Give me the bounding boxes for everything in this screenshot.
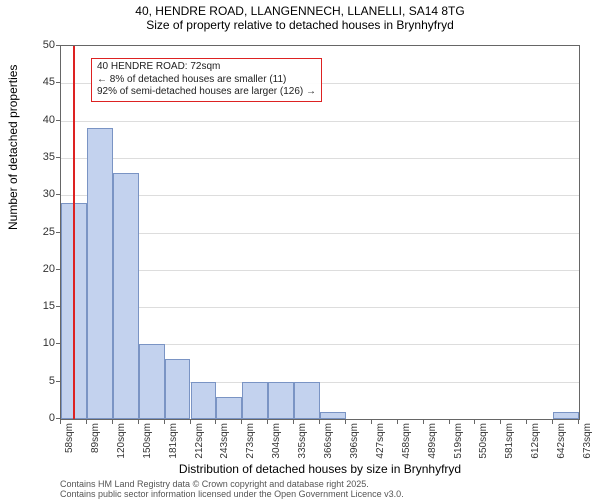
y-tick-label: 50 xyxy=(25,39,55,51)
footer: Contains HM Land Registry data © Crown c… xyxy=(60,480,404,500)
x-tick-mark xyxy=(293,420,294,424)
annotation-line-3: 92% of semi-detached houses are larger (… xyxy=(97,86,316,99)
x-tick-mark xyxy=(397,420,398,424)
y-tick-label: 45 xyxy=(25,76,55,88)
footer-line-2: Contains public sector information licen… xyxy=(60,490,404,500)
x-tick-mark xyxy=(215,420,216,424)
y-tick-label: 15 xyxy=(25,300,55,312)
histogram-bar xyxy=(191,382,217,419)
histogram-bar xyxy=(553,412,579,419)
x-tick-label: 273sqm xyxy=(245,423,256,459)
x-tick-mark xyxy=(267,420,268,424)
marker-line xyxy=(73,46,75,419)
histogram-bar xyxy=(139,344,165,419)
x-tick-mark xyxy=(319,420,320,424)
x-tick-label: 612sqm xyxy=(530,423,541,459)
histogram-bar xyxy=(268,382,294,419)
gridline xyxy=(61,121,579,122)
histogram-bar xyxy=(242,382,268,419)
y-tick-label: 10 xyxy=(25,337,55,349)
x-tick-label: 458sqm xyxy=(401,423,412,459)
annotation-line-2: ← 8% of detached houses are smaller (11) xyxy=(97,74,316,87)
y-tick-label: 20 xyxy=(25,263,55,275)
x-tick-label: 396sqm xyxy=(349,423,360,459)
x-tick-mark xyxy=(241,420,242,424)
gridline xyxy=(61,158,579,159)
x-tick-mark xyxy=(500,420,501,424)
x-tick-label: 89sqm xyxy=(90,423,101,453)
x-tick-label: 120sqm xyxy=(116,423,127,459)
x-tick-mark xyxy=(190,420,191,424)
x-tick-label: 243sqm xyxy=(219,423,230,459)
histogram-bar xyxy=(87,128,113,419)
y-tick-label: 25 xyxy=(25,226,55,238)
y-tick-label: 35 xyxy=(25,151,55,163)
x-tick-mark xyxy=(60,420,61,424)
x-tick-label: 519sqm xyxy=(453,423,464,459)
x-tick-label: 673sqm xyxy=(582,423,593,459)
gridline xyxy=(61,233,579,234)
x-tick-label: 366sqm xyxy=(323,423,334,459)
x-tick-mark xyxy=(423,420,424,424)
x-tick-label: 489sqm xyxy=(427,423,438,459)
x-tick-mark xyxy=(345,420,346,424)
gridline xyxy=(61,270,579,271)
histogram-bar xyxy=(294,382,320,419)
x-tick-label: 550sqm xyxy=(478,423,489,459)
title-line-2: Size of property relative to detached ho… xyxy=(0,18,600,32)
x-axis-title: Distribution of detached houses by size … xyxy=(60,462,580,476)
x-tick-mark xyxy=(552,420,553,424)
y-tick-label: 30 xyxy=(25,188,55,200)
x-tick-mark xyxy=(112,420,113,424)
annotation-box: 40 HENDRE ROAD: 72sqm ← 8% of detached h… xyxy=(91,58,322,102)
annotation-line-1: 40 HENDRE ROAD: 72sqm xyxy=(97,61,316,74)
histogram-bar xyxy=(320,412,346,419)
x-tick-label: 581sqm xyxy=(504,423,515,459)
y-tick-label: 0 xyxy=(25,412,55,424)
plot-area: 40 HENDRE ROAD: 72sqm ← 8% of detached h… xyxy=(60,45,580,420)
x-tick-label: 304sqm xyxy=(271,423,282,459)
x-tick-mark xyxy=(86,420,87,424)
y-axis-title: Number of detached properties xyxy=(6,65,20,230)
y-tick-label: 5 xyxy=(25,375,55,387)
x-tick-mark xyxy=(526,420,527,424)
x-tick-label: 427sqm xyxy=(375,423,386,459)
x-tick-label: 642sqm xyxy=(556,423,567,459)
chart-container: 40, HENDRE ROAD, LLANGENNECH, LLANELLI, … xyxy=(0,0,600,500)
x-tick-label: 212sqm xyxy=(194,423,205,459)
titles: 40, HENDRE ROAD, LLANGENNECH, LLANELLI, … xyxy=(0,0,600,32)
gridline xyxy=(61,307,579,308)
x-tick-mark xyxy=(474,420,475,424)
title-line-1: 40, HENDRE ROAD, LLANGENNECH, LLANELLI, … xyxy=(0,4,600,18)
x-tick-mark xyxy=(371,420,372,424)
x-tick-mark xyxy=(164,420,165,424)
x-tick-mark xyxy=(138,420,139,424)
x-tick-label: 181sqm xyxy=(168,423,179,459)
x-tick-label: 150sqm xyxy=(142,423,153,459)
histogram-bar xyxy=(216,397,242,419)
y-tick-label: 40 xyxy=(25,114,55,126)
gridline xyxy=(61,195,579,196)
histogram-bar xyxy=(113,173,139,419)
x-tick-label: 335sqm xyxy=(297,423,308,459)
histogram-bar xyxy=(165,359,191,419)
x-tick-mark xyxy=(578,420,579,424)
x-tick-mark xyxy=(449,420,450,424)
x-tick-label: 58sqm xyxy=(64,423,75,453)
